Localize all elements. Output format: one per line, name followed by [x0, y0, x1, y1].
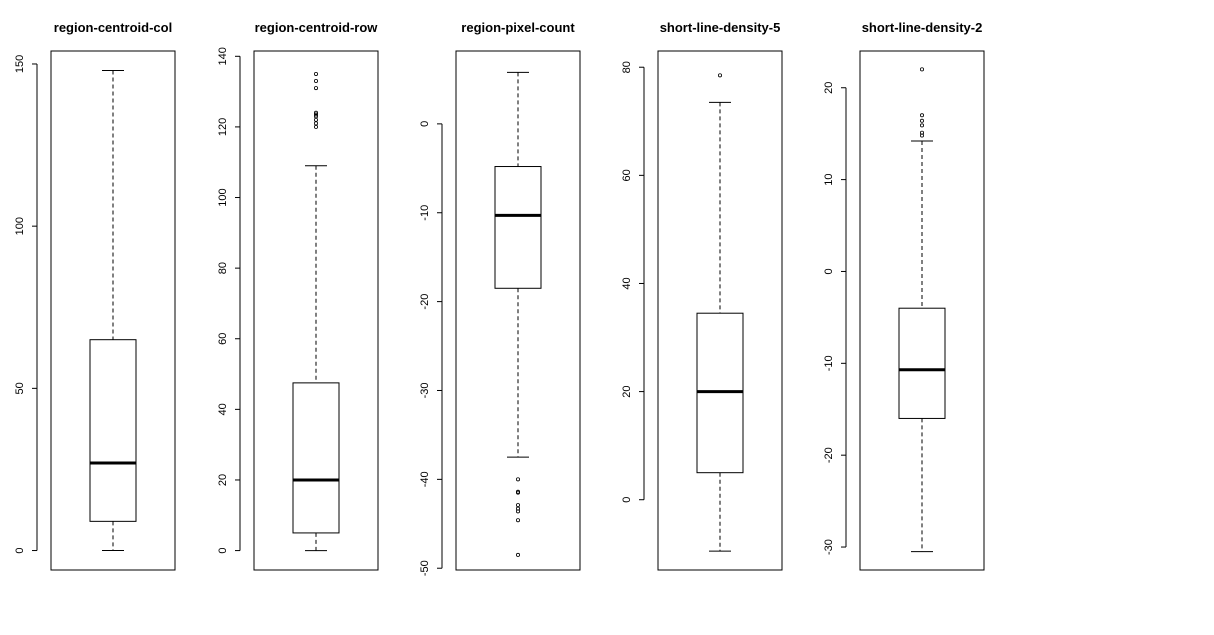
- plot-frame: [455, 50, 581, 571]
- outlier-point: [313, 110, 318, 115]
- panel-title: short-line-density-2: [862, 20, 983, 35]
- outlier-point: [920, 113, 925, 118]
- panel-title: region-pixel-count: [461, 20, 575, 35]
- panel-title: region-centroid-row: [255, 20, 379, 35]
- outlier-point: [920, 133, 925, 138]
- y-tick-label: -10: [419, 205, 431, 221]
- y-tick-label: 120: [217, 118, 229, 136]
- outlier-point: [516, 503, 521, 508]
- outlier-point: [313, 79, 318, 84]
- y-tick-label: 20: [217, 474, 229, 486]
- y-tick-label: -20: [419, 294, 431, 310]
- y-tick-label: 100: [14, 217, 26, 235]
- y-tick-label: -10: [823, 355, 835, 371]
- outlier-point: [516, 506, 521, 511]
- outlier-point: [313, 117, 318, 122]
- outlier-point: [313, 112, 318, 117]
- outlier-point: [516, 509, 521, 514]
- iqr-box: [898, 307, 946, 419]
- outlier-point: [313, 121, 318, 126]
- boxplot-panel-3: region-pixel-count 0 -10 -20 -30 -40 -50: [419, 20, 581, 576]
- y-tick-label: 100: [217, 188, 229, 206]
- y-tick-label: 10: [823, 173, 835, 185]
- outlier-point: [313, 71, 318, 76]
- iqr-box: [89, 339, 137, 522]
- boxplot-panel-1: region-centroid-col 0 50 100 150: [14, 20, 176, 571]
- y-tick-label: -40: [419, 471, 431, 487]
- y-tick-label: 80: [217, 262, 229, 274]
- y-tick-label: 0: [217, 548, 229, 554]
- outlier-point: [920, 67, 925, 72]
- y-tick-label: -50: [419, 560, 431, 576]
- outlier-point: [516, 518, 521, 523]
- outlier-point: [920, 118, 925, 123]
- y-tick-label: 60: [217, 333, 229, 345]
- y-tick-label: 140: [217, 47, 229, 65]
- plot-frame: [253, 50, 379, 571]
- y-tick-label: 50: [14, 382, 26, 394]
- y-tick-label: 0: [419, 121, 431, 127]
- y-tick-label: 40: [621, 277, 633, 289]
- boxplot-panel-4: short-line-density-5 0 20 40 60 80: [621, 20, 783, 571]
- plot-frame: [657, 50, 783, 571]
- iqr-box: [292, 382, 340, 534]
- outlier-point: [313, 124, 318, 129]
- y-tick-label: 60: [621, 169, 633, 181]
- y-tick-label: -30: [419, 383, 431, 399]
- outlier-point: [516, 490, 521, 495]
- y-tick-label: -30: [823, 539, 835, 555]
- y-tick-label: -20: [823, 447, 835, 463]
- y-tick-label: 80: [621, 61, 633, 73]
- y-tick-label: 20: [621, 385, 633, 397]
- outlier-point: [516, 552, 521, 557]
- plot-frame: [859, 50, 985, 571]
- y-tick-label: 0: [621, 497, 633, 503]
- panel-title: region-centroid-col: [54, 20, 172, 35]
- iqr-box: [494, 166, 542, 289]
- outlier-point: [313, 86, 318, 91]
- panel-title: short-line-density-5: [660, 20, 781, 35]
- outlier-point: [920, 130, 925, 135]
- boxplot-panel-2: region-centroid-row 0 20 40 60 80 100 120 140: [217, 20, 379, 571]
- plot-frame: [50, 50, 176, 571]
- y-tick-label: 40: [217, 403, 229, 415]
- outlier-point: [516, 477, 521, 482]
- outlier-point: [920, 123, 925, 128]
- boxplot-panel-5: short-line-density-2 20 10 0 -10 -20 -30: [823, 20, 985, 571]
- y-tick-label: 150: [14, 55, 26, 73]
- outlier-point: [718, 73, 723, 78]
- y-tick-label: 0: [14, 547, 26, 553]
- y-tick-label: 20: [823, 82, 835, 94]
- y-tick-label: 0: [823, 268, 835, 274]
